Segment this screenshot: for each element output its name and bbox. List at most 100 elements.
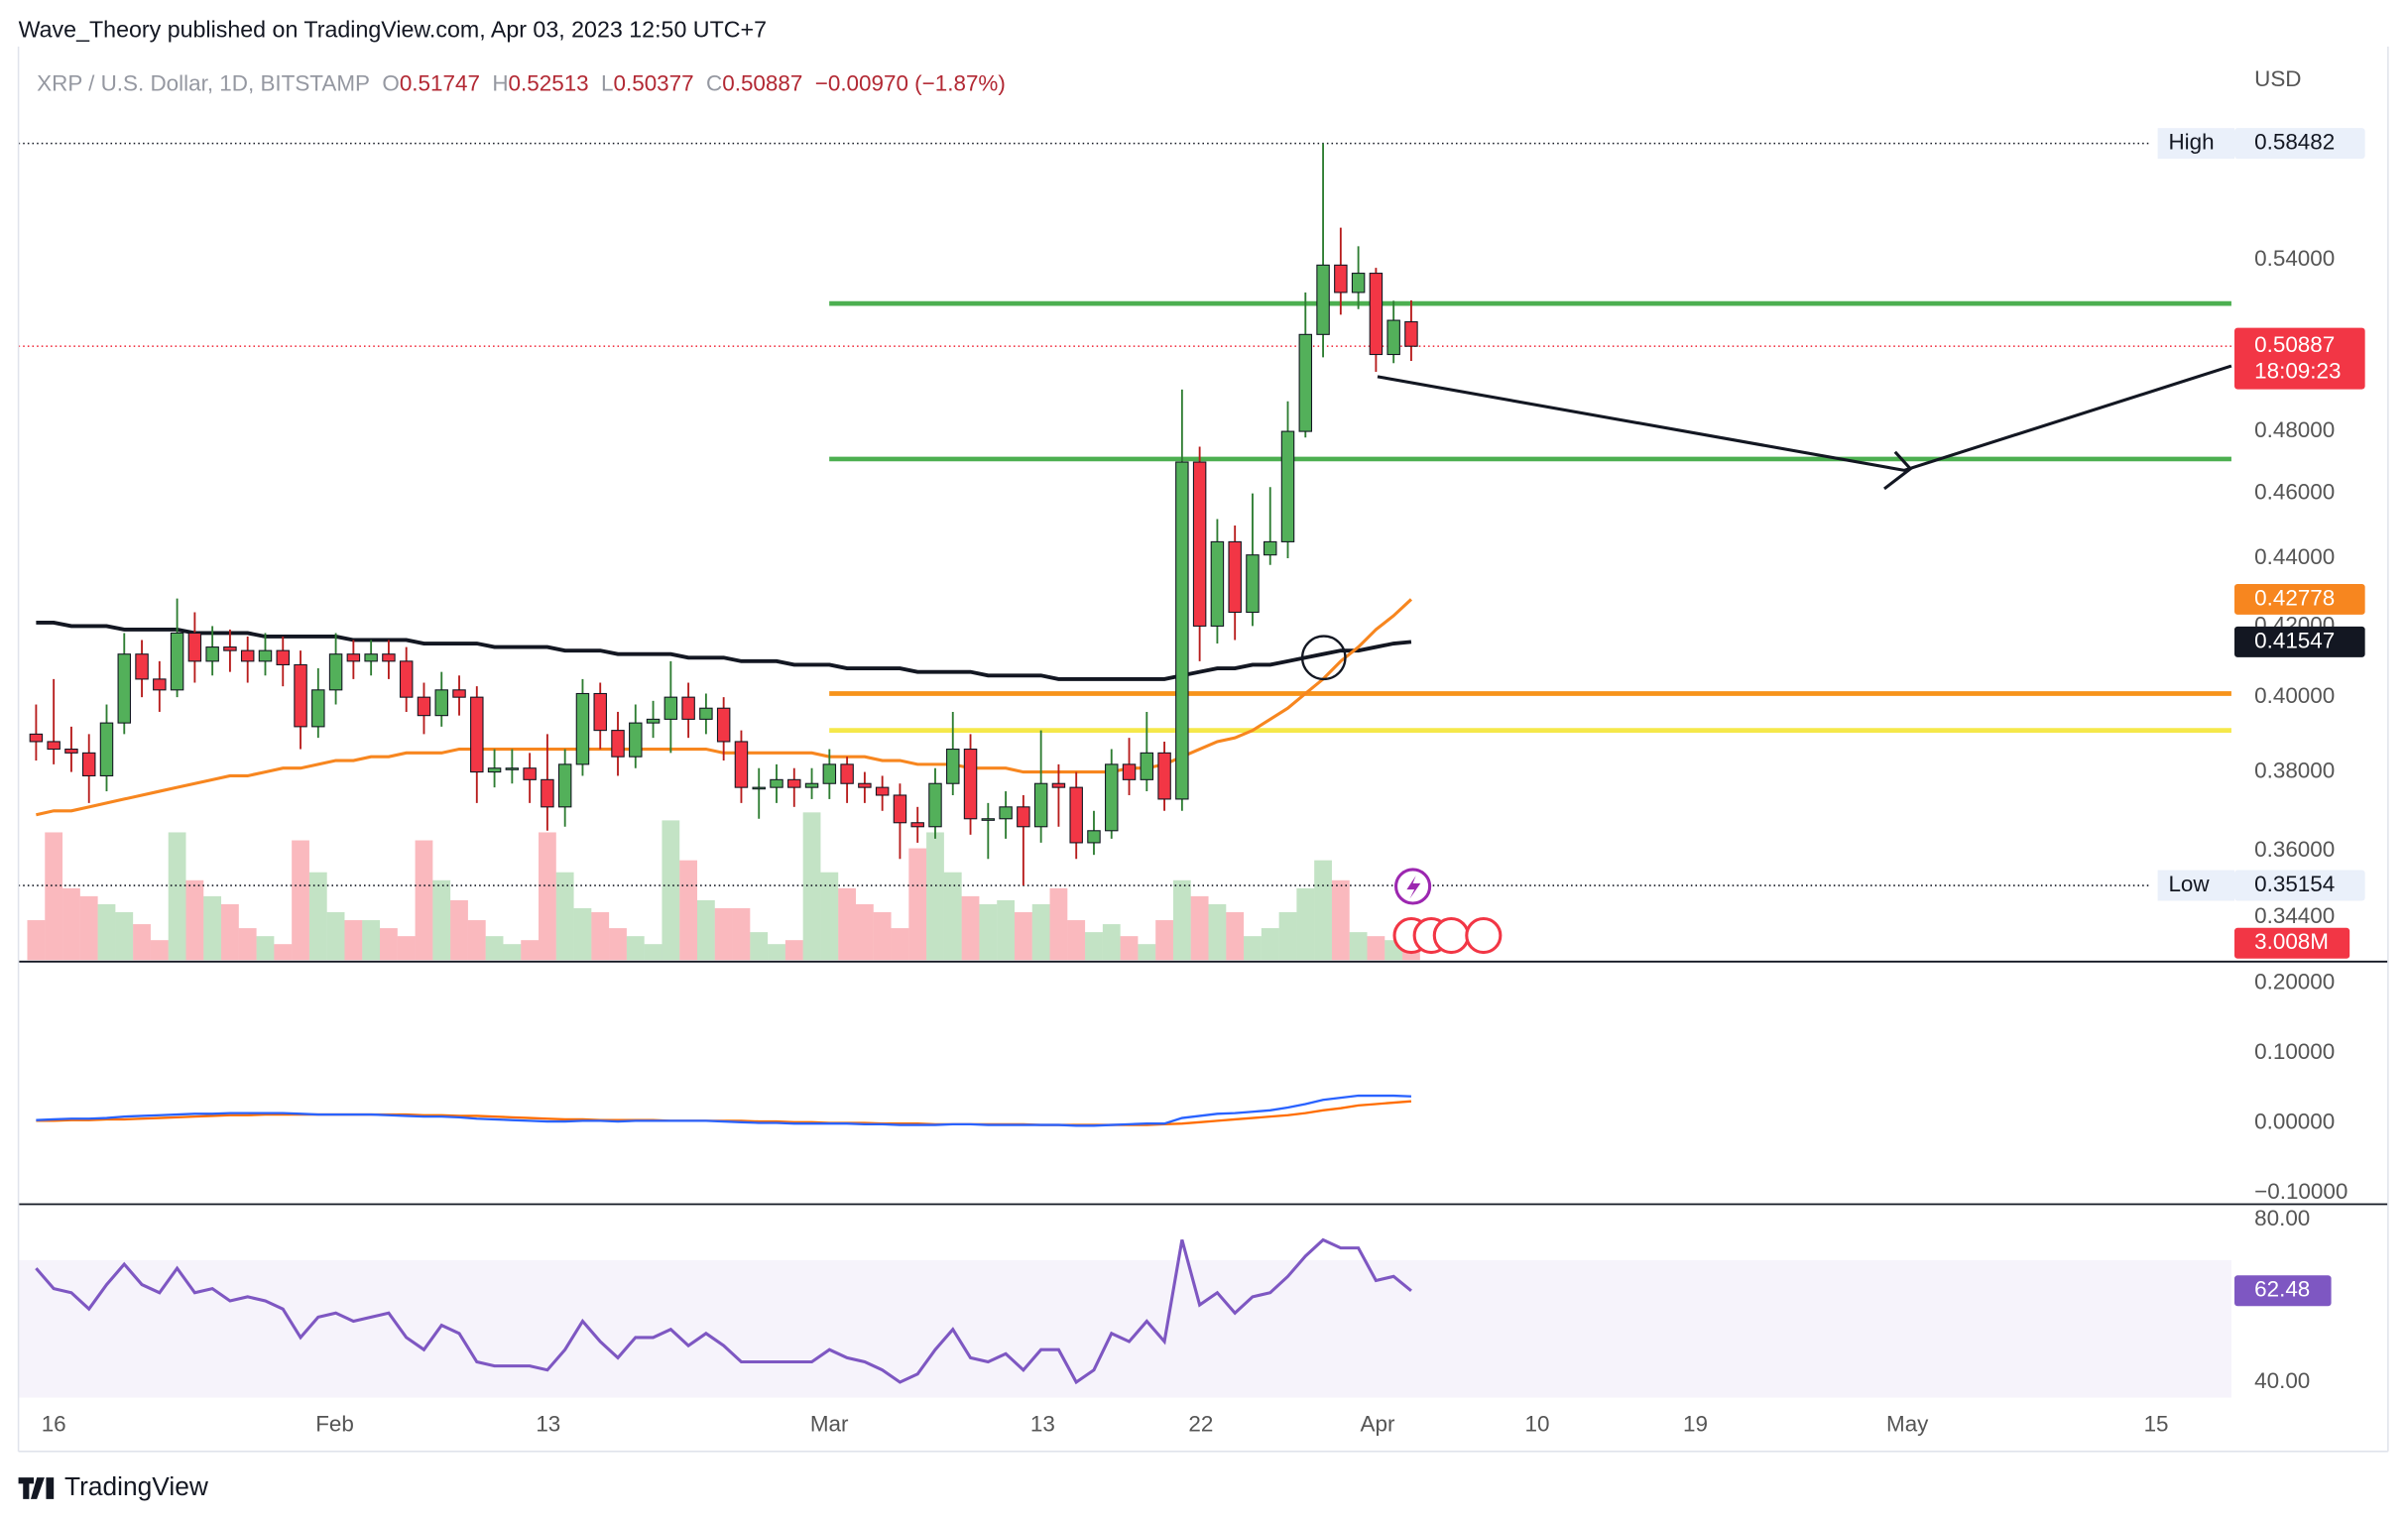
candle-body	[434, 689, 448, 717]
macd-tick-label: 0.00000	[2254, 1109, 2335, 1133]
candle-body	[557, 763, 572, 808]
candle-body	[646, 718, 661, 724]
candle-body	[505, 767, 520, 770]
volume-bar	[450, 899, 468, 961]
candle-body	[1192, 461, 1207, 627]
volume-bar	[521, 940, 540, 961]
low-label-bg	[2157, 870, 2235, 901]
macd-tick-label: 0.10000	[2254, 1039, 2335, 1064]
candle-body	[1210, 540, 1225, 627]
volume-bar	[238, 928, 257, 961]
candle-body	[1017, 806, 1030, 828]
candle-body	[981, 818, 996, 821]
candle-body	[1051, 782, 1066, 788]
volume-bar	[308, 872, 327, 961]
volume-bar	[203, 895, 222, 961]
volume-bar	[168, 832, 186, 961]
rsi-badge-bg	[2234, 1275, 2332, 1307]
volume-bar	[27, 920, 46, 961]
volume-bar	[1049, 887, 1068, 961]
rsi-band	[18, 1259, 2231, 1398]
volume-bar	[838, 887, 856, 961]
candle-body	[699, 707, 713, 720]
volume-bar	[644, 944, 662, 961]
candle-body	[346, 653, 361, 662]
arrow-head	[1883, 450, 1913, 491]
volume-bar	[539, 832, 556, 961]
y-tick-label: 0.34400	[2254, 903, 2335, 928]
volume-bar	[1314, 860, 1332, 961]
volume-bar	[79, 895, 98, 961]
legend: XRP / U.S. Dollar, 1D, BITSTAMP O0.51747 H…	[37, 71, 1006, 96]
forecast-arrow	[1377, 364, 2232, 472]
candle-body	[593, 692, 607, 732]
candle-body	[487, 767, 502, 773]
candle-body	[47, 741, 60, 751]
candle-body	[893, 794, 907, 824]
volume-bar	[1138, 944, 1156, 961]
volume-bar	[873, 911, 892, 961]
volume-bar	[750, 932, 769, 961]
candle-body	[276, 649, 290, 665]
volume-bar	[1172, 879, 1191, 961]
candle-body	[1105, 763, 1119, 832]
volume-bar	[714, 907, 733, 961]
volume-bar	[784, 940, 803, 961]
volume-bar	[45, 832, 63, 961]
volume-bar	[820, 872, 839, 961]
candle-body	[1087, 830, 1101, 844]
volume-bar	[926, 832, 944, 961]
macd-tick-label: 0.20000	[2254, 970, 2335, 994]
publisher: Wave_Theory published on TradingView.com…	[19, 17, 767, 43]
volume-bar	[891, 928, 909, 961]
candle-body	[858, 782, 872, 788]
high-label: High	[2168, 130, 2214, 155]
flags	[1392, 916, 1503, 955]
volume-bar	[997, 899, 1015, 961]
candle-body	[205, 646, 219, 662]
candle-body	[787, 778, 801, 788]
candle-body	[946, 749, 960, 784]
macd-tick-label: −0.10000	[2254, 1179, 2348, 1204]
y-tick-label: 0.46000	[2254, 480, 2335, 505]
volume-bar	[1085, 932, 1103, 961]
candle-body	[470, 696, 484, 773]
candle-body	[1175, 461, 1189, 800]
candle-body	[1386, 319, 1400, 356]
candle-body	[417, 696, 431, 717]
candle-body	[1140, 752, 1154, 780]
candle-body	[170, 632, 184, 691]
flag-icon	[1465, 916, 1503, 955]
volume-bar	[1244, 936, 1262, 961]
volume-bar	[256, 936, 275, 961]
countdown: 18:09:23	[2254, 358, 2341, 383]
candle-body	[804, 782, 819, 788]
l-value: 0.50377	[614, 71, 694, 96]
volume-bar	[432, 879, 451, 961]
chart: 0.540000.480000.460000.440000.420000.400…	[18, 128, 2365, 1436]
volume-bar	[908, 848, 927, 961]
h-key: H	[492, 71, 508, 96]
candle-body	[1369, 273, 1384, 356]
volume-bar	[485, 936, 504, 961]
volume-bar	[697, 899, 715, 961]
volume-bar	[1208, 903, 1227, 961]
volume-bar	[62, 887, 80, 961]
volume-badge: 3.008M	[2254, 929, 2329, 954]
x-tick-label: 13	[1030, 1411, 1055, 1436]
candle-body	[999, 806, 1013, 820]
candle-body	[1157, 752, 1171, 800]
volume-bar	[185, 879, 204, 961]
volume-bar	[97, 903, 116, 961]
low-bg	[2234, 870, 2365, 901]
ma-short-badge-bg	[2234, 583, 2365, 615]
x-tick-label: 19	[1683, 1411, 1708, 1436]
x-tick-label: Mar	[810, 1411, 849, 1436]
price-badge-bg	[2234, 327, 2365, 390]
volume-bar	[1102, 924, 1121, 961]
volume-bar	[1261, 928, 1279, 961]
ma-long-badge-bg	[2234, 626, 2365, 657]
x-tick-label: Apr	[1361, 1411, 1395, 1436]
volume-bar	[555, 872, 574, 961]
candle-body	[1033, 782, 1048, 828]
